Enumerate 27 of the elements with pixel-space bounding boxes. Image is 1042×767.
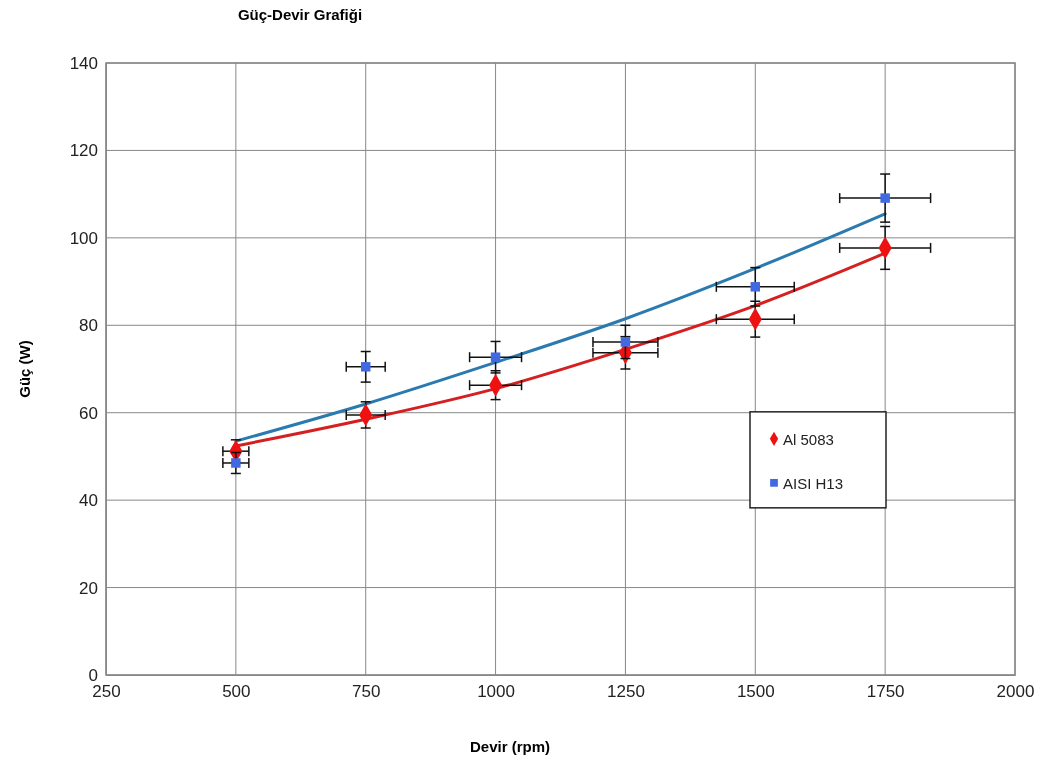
y-tick-label: 20: [79, 578, 98, 598]
x-tick-label: 1000: [477, 682, 515, 702]
y-axis-title: Güç (W): [16, 340, 33, 398]
y-tick-label: 80: [79, 316, 98, 336]
point: [620, 337, 631, 347]
point: [490, 352, 501, 362]
point: [880, 193, 890, 203]
point: [231, 458, 241, 468]
y-tick-label: 140: [69, 53, 98, 73]
x-axis-title: Devir (rpm): [469, 738, 551, 755]
y-tick-label: 40: [79, 491, 98, 511]
chart-title: Güç-Devir Grafiği: [237, 6, 363, 23]
x-tick-label: 1250: [607, 682, 645, 702]
x-tick-label: 1750: [866, 682, 905, 702]
x-tick-label: 2000: [996, 682, 1035, 702]
y-tick-label: 60: [79, 403, 98, 423]
y-tick-label: 100: [69, 228, 98, 248]
x-tick-label: 1500: [736, 682, 775, 702]
y-tick-label: 0: [88, 665, 98, 685]
legend-label: Al 5083: [783, 430, 834, 448]
x-tick-label: 250: [92, 682, 121, 702]
y-tick-label: 120: [69, 141, 98, 161]
point: [750, 282, 761, 292]
x-tick-label: 500: [222, 682, 251, 702]
point: [360, 362, 371, 372]
legend-label: AISI H13: [783, 474, 844, 492]
x-tick-label: 750: [352, 682, 381, 702]
